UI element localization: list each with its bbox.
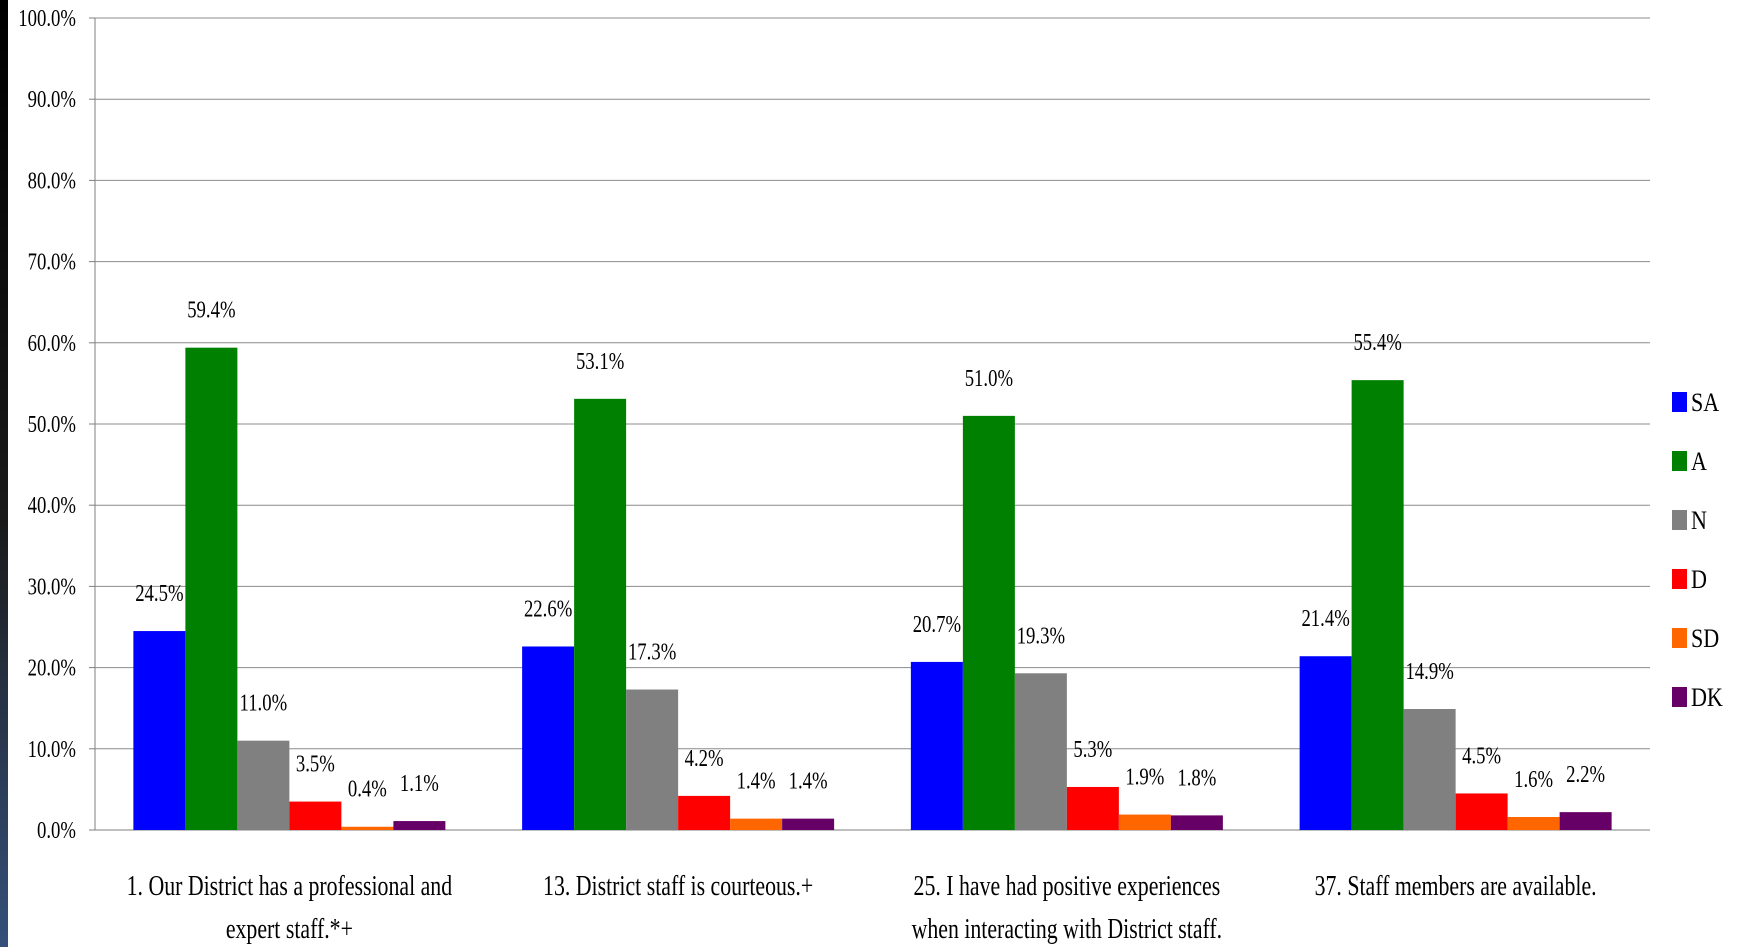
y-tick-label: 60.0%	[28, 330, 76, 357]
data-label: 1.4%	[789, 767, 828, 794]
bars	[133, 347, 1612, 830]
bar-dk	[393, 821, 446, 830]
data-label: 3.5%	[296, 750, 335, 777]
x-category-label: expert staff.*+	[226, 915, 353, 945]
data-label: 1.9%	[1125, 763, 1164, 790]
bar-sa	[522, 646, 575, 830]
y-tick-label: 40.0%	[28, 492, 76, 519]
legend-swatch-sa	[1672, 392, 1687, 412]
bar-a	[1351, 380, 1404, 830]
data-label: 5.3%	[1073, 736, 1112, 763]
data-label: 51.0%	[965, 365, 1013, 392]
y-axis: 0.0% 10.0% 20.0% 30.0% 40.0% 50.0% 60.0% 70.0% 8…	[18, 5, 96, 844]
x-category-label: 13. District staff is courteous.+	[543, 872, 813, 902]
legend-label-a: A	[1691, 448, 1707, 476]
bar-a	[185, 347, 238, 830]
y-tick-label: 10.0%	[28, 736, 76, 763]
data-label: 21.4%	[1301, 605, 1349, 632]
bar-n	[237, 740, 290, 830]
data-label: 20.7%	[913, 611, 961, 638]
bar-d	[1455, 793, 1508, 830]
bar-d	[1066, 786, 1119, 830]
data-label: 1.4%	[737, 767, 776, 794]
x-category-label: when interacting with District staff.	[912, 915, 1223, 945]
bar-sd	[1507, 817, 1560, 830]
y-tick-label: 0.0%	[37, 817, 76, 844]
data-label: 24.5%	[135, 580, 183, 607]
bar-dk	[1170, 815, 1223, 830]
data-label: 1.1%	[400, 770, 439, 797]
bar-sa	[1299, 656, 1352, 830]
y-tick-label: 70.0%	[28, 248, 76, 275]
legend-label-n: N	[1691, 507, 1707, 535]
data-labels: 24.5% 59.4% 11.0% 3.5% 0.4% 1.1% 22.6% 53.1% 17.…	[135, 296, 1605, 802]
x-axis: 1. Our District has a professional and ex…	[127, 872, 1597, 945]
bar-n	[1014, 673, 1067, 830]
left-edge-decoration	[0, 0, 8, 947]
data-label: 4.2%	[685, 745, 724, 772]
bar-sd	[730, 818, 783, 830]
data-label: 1.8%	[1177, 764, 1216, 791]
legend-label-sa: SA	[1691, 389, 1720, 417]
data-label: 1.6%	[1514, 766, 1553, 793]
bar-n	[1403, 709, 1456, 830]
bar-sa	[133, 631, 186, 830]
legend-label-dk: DK	[1691, 684, 1723, 712]
y-tick-label: 20.0%	[28, 654, 76, 681]
legend-label-d: D	[1691, 566, 1707, 594]
bar-dk	[1559, 812, 1612, 830]
x-category-label: 25. I have had positive experiences	[914, 872, 1221, 902]
legend-swatch-sd	[1672, 628, 1687, 648]
bar-a	[962, 415, 1015, 830]
data-label: 14.9%	[1405, 658, 1453, 685]
bar-sd	[341, 826, 394, 830]
bar-d	[678, 795, 731, 830]
bar-sd	[1118, 814, 1171, 830]
y-tick-label: 50.0%	[28, 411, 76, 438]
bar-a	[574, 398, 627, 830]
legend: SA A N D SD DK	[1672, 389, 1723, 712]
bar-sa	[910, 661, 963, 830]
legend-swatch-d	[1672, 569, 1687, 589]
y-tick-label: 100.0%	[18, 5, 76, 32]
y-tick-label: 30.0%	[28, 573, 76, 600]
y-tick-label: 80.0%	[28, 167, 76, 194]
data-label: 22.6%	[524, 595, 572, 622]
data-label: 2.2%	[1566, 761, 1605, 788]
data-label: 53.1%	[576, 348, 624, 375]
gridlines	[95, 17, 1650, 831]
data-label: 59.4%	[187, 296, 235, 323]
x-category-label: 37. Staff members are available.	[1315, 872, 1597, 902]
bar-d	[289, 801, 342, 830]
legend-swatch-dk	[1672, 687, 1687, 707]
bar-n	[626, 689, 679, 830]
data-label: 19.3%	[1017, 622, 1065, 649]
bar-dk	[782, 818, 835, 830]
legend-label-sd: SD	[1691, 625, 1719, 653]
data-label: 11.0%	[240, 689, 288, 716]
x-category-label: 1. Our District has a professional and	[127, 872, 453, 902]
legend-swatch-n	[1672, 510, 1687, 530]
data-label: 55.4%	[1353, 329, 1401, 356]
data-label: 0.4%	[348, 776, 387, 803]
legend-swatch-a	[1672, 451, 1687, 471]
y-tick-label: 90.0%	[28, 86, 76, 113]
data-label: 4.5%	[1462, 742, 1501, 769]
data-label: 17.3%	[628, 638, 676, 665]
